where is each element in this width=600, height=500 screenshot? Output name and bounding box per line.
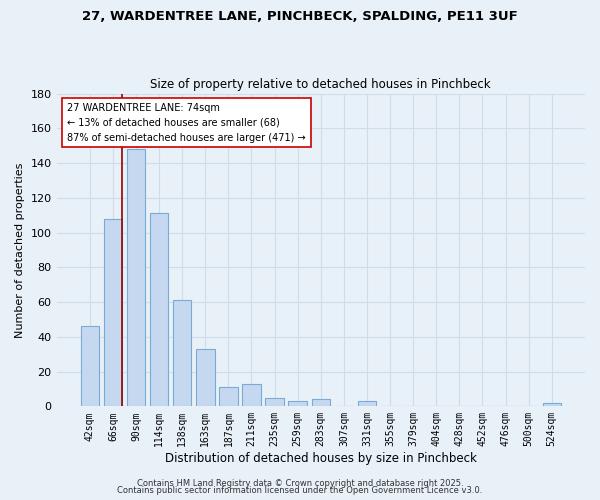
Bar [219, 387, 238, 406]
Bar [150, 214, 169, 406]
Bar [127, 149, 145, 406]
Y-axis label: Number of detached properties: Number of detached properties [15, 162, 25, 338]
Bar [173, 300, 191, 406]
Bar [242, 384, 261, 406]
Text: Contains HM Land Registry data © Crown copyright and database right 2025.: Contains HM Land Registry data © Crown c… [137, 478, 463, 488]
Bar [358, 401, 376, 406]
X-axis label: Distribution of detached houses by size in Pinchbeck: Distribution of detached houses by size … [165, 452, 477, 465]
Bar [80, 326, 99, 406]
Bar [311, 400, 330, 406]
Bar [104, 218, 122, 406]
Text: 27, WARDENTREE LANE, PINCHBECK, SPALDING, PE11 3UF: 27, WARDENTREE LANE, PINCHBECK, SPALDING… [82, 10, 518, 23]
Text: 27 WARDENTREE LANE: 74sqm
← 13% of detached houses are smaller (68)
87% of semi-: 27 WARDENTREE LANE: 74sqm ← 13% of detac… [67, 103, 306, 142]
Bar [289, 401, 307, 406]
Bar [265, 398, 284, 406]
Bar [542, 403, 561, 406]
Bar [196, 349, 215, 406]
Text: Contains public sector information licensed under the Open Government Licence v3: Contains public sector information licen… [118, 486, 482, 495]
Title: Size of property relative to detached houses in Pinchbeck: Size of property relative to detached ho… [151, 78, 491, 91]
